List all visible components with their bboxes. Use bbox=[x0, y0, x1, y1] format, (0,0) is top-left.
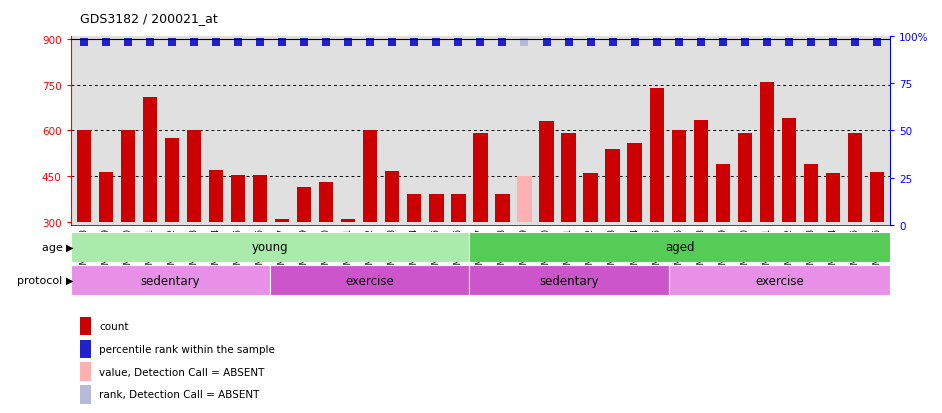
Point bbox=[473, 40, 488, 47]
Point bbox=[208, 40, 223, 47]
Bar bbox=[826, 173, 840, 222]
Point bbox=[275, 40, 290, 47]
Bar bbox=[319, 183, 333, 222]
Point bbox=[451, 40, 466, 47]
Bar bbox=[540, 122, 554, 222]
Bar bbox=[782, 119, 796, 222]
Point bbox=[98, 40, 113, 47]
Bar bbox=[187, 131, 202, 222]
Point bbox=[869, 40, 885, 47]
Point bbox=[605, 40, 620, 47]
Bar bbox=[76, 131, 91, 222]
Point bbox=[76, 40, 91, 47]
Bar bbox=[583, 173, 598, 222]
Point bbox=[759, 40, 774, 47]
Bar bbox=[469, 266, 669, 295]
Point bbox=[583, 40, 598, 47]
Bar bbox=[363, 131, 378, 222]
Point bbox=[165, 40, 180, 47]
Point bbox=[848, 40, 863, 47]
Point bbox=[318, 40, 333, 47]
Bar bbox=[143, 98, 157, 222]
Text: aged: aged bbox=[665, 241, 694, 254]
Text: sedentary: sedentary bbox=[539, 274, 599, 287]
Point bbox=[252, 40, 268, 47]
Point bbox=[142, 40, 157, 47]
Text: percentile rank within the sample: percentile rank within the sample bbox=[99, 344, 275, 354]
Bar bbox=[495, 195, 510, 222]
Bar bbox=[869, 173, 885, 222]
Text: GDS3182 / 200021_at: GDS3182 / 200021_at bbox=[80, 12, 218, 25]
Point bbox=[363, 40, 378, 47]
Point bbox=[429, 40, 444, 47]
Point bbox=[187, 40, 202, 47]
Bar bbox=[627, 143, 642, 222]
Point bbox=[715, 40, 730, 47]
Bar bbox=[275, 219, 289, 222]
Text: rank, Detection Call = ABSENT: rank, Detection Call = ABSENT bbox=[99, 389, 259, 399]
Bar bbox=[71, 266, 270, 295]
Bar bbox=[253, 176, 268, 222]
Point bbox=[121, 40, 136, 47]
Text: protocol: protocol bbox=[17, 275, 66, 285]
Point bbox=[561, 40, 577, 47]
Bar bbox=[99, 173, 113, 222]
Bar bbox=[209, 171, 223, 222]
Point bbox=[495, 40, 510, 47]
Bar bbox=[385, 172, 399, 222]
Point bbox=[384, 40, 399, 47]
Point bbox=[341, 40, 356, 47]
Point bbox=[671, 40, 686, 47]
Point bbox=[539, 40, 554, 47]
Text: exercise: exercise bbox=[346, 274, 394, 287]
Text: age: age bbox=[41, 242, 66, 252]
Bar bbox=[759, 83, 774, 222]
Bar bbox=[669, 266, 890, 295]
Text: count: count bbox=[99, 321, 128, 331]
Bar bbox=[121, 131, 135, 222]
Point bbox=[627, 40, 642, 47]
Bar bbox=[407, 195, 421, 222]
Point bbox=[297, 40, 312, 47]
Text: ▶: ▶ bbox=[66, 242, 73, 252]
Point bbox=[825, 40, 840, 47]
Point bbox=[781, 40, 796, 47]
Bar bbox=[649, 89, 664, 222]
Bar bbox=[71, 233, 469, 262]
Point bbox=[517, 40, 532, 47]
Bar bbox=[672, 131, 686, 222]
Bar bbox=[231, 176, 245, 222]
Point bbox=[649, 40, 664, 47]
Bar bbox=[716, 164, 730, 222]
Bar bbox=[804, 164, 818, 222]
Text: young: young bbox=[252, 241, 288, 254]
Bar bbox=[430, 195, 444, 222]
Bar bbox=[341, 219, 355, 222]
Bar bbox=[606, 150, 620, 222]
Point bbox=[738, 40, 753, 47]
Bar bbox=[693, 121, 707, 222]
Bar bbox=[451, 195, 465, 222]
Bar bbox=[297, 187, 312, 222]
Text: ▶: ▶ bbox=[66, 275, 73, 285]
Bar bbox=[738, 134, 752, 222]
Bar bbox=[469, 233, 890, 262]
Point bbox=[231, 40, 246, 47]
Text: value, Detection Call = ABSENT: value, Detection Call = ABSENT bbox=[99, 367, 265, 377]
Bar bbox=[473, 134, 488, 222]
Point bbox=[693, 40, 708, 47]
Text: exercise: exercise bbox=[755, 274, 804, 287]
Text: sedentary: sedentary bbox=[140, 274, 200, 287]
Bar bbox=[517, 177, 531, 222]
Bar bbox=[270, 266, 469, 295]
Bar bbox=[165, 139, 179, 222]
Bar bbox=[848, 134, 862, 222]
Point bbox=[407, 40, 422, 47]
Bar bbox=[561, 134, 576, 222]
Point bbox=[804, 40, 819, 47]
